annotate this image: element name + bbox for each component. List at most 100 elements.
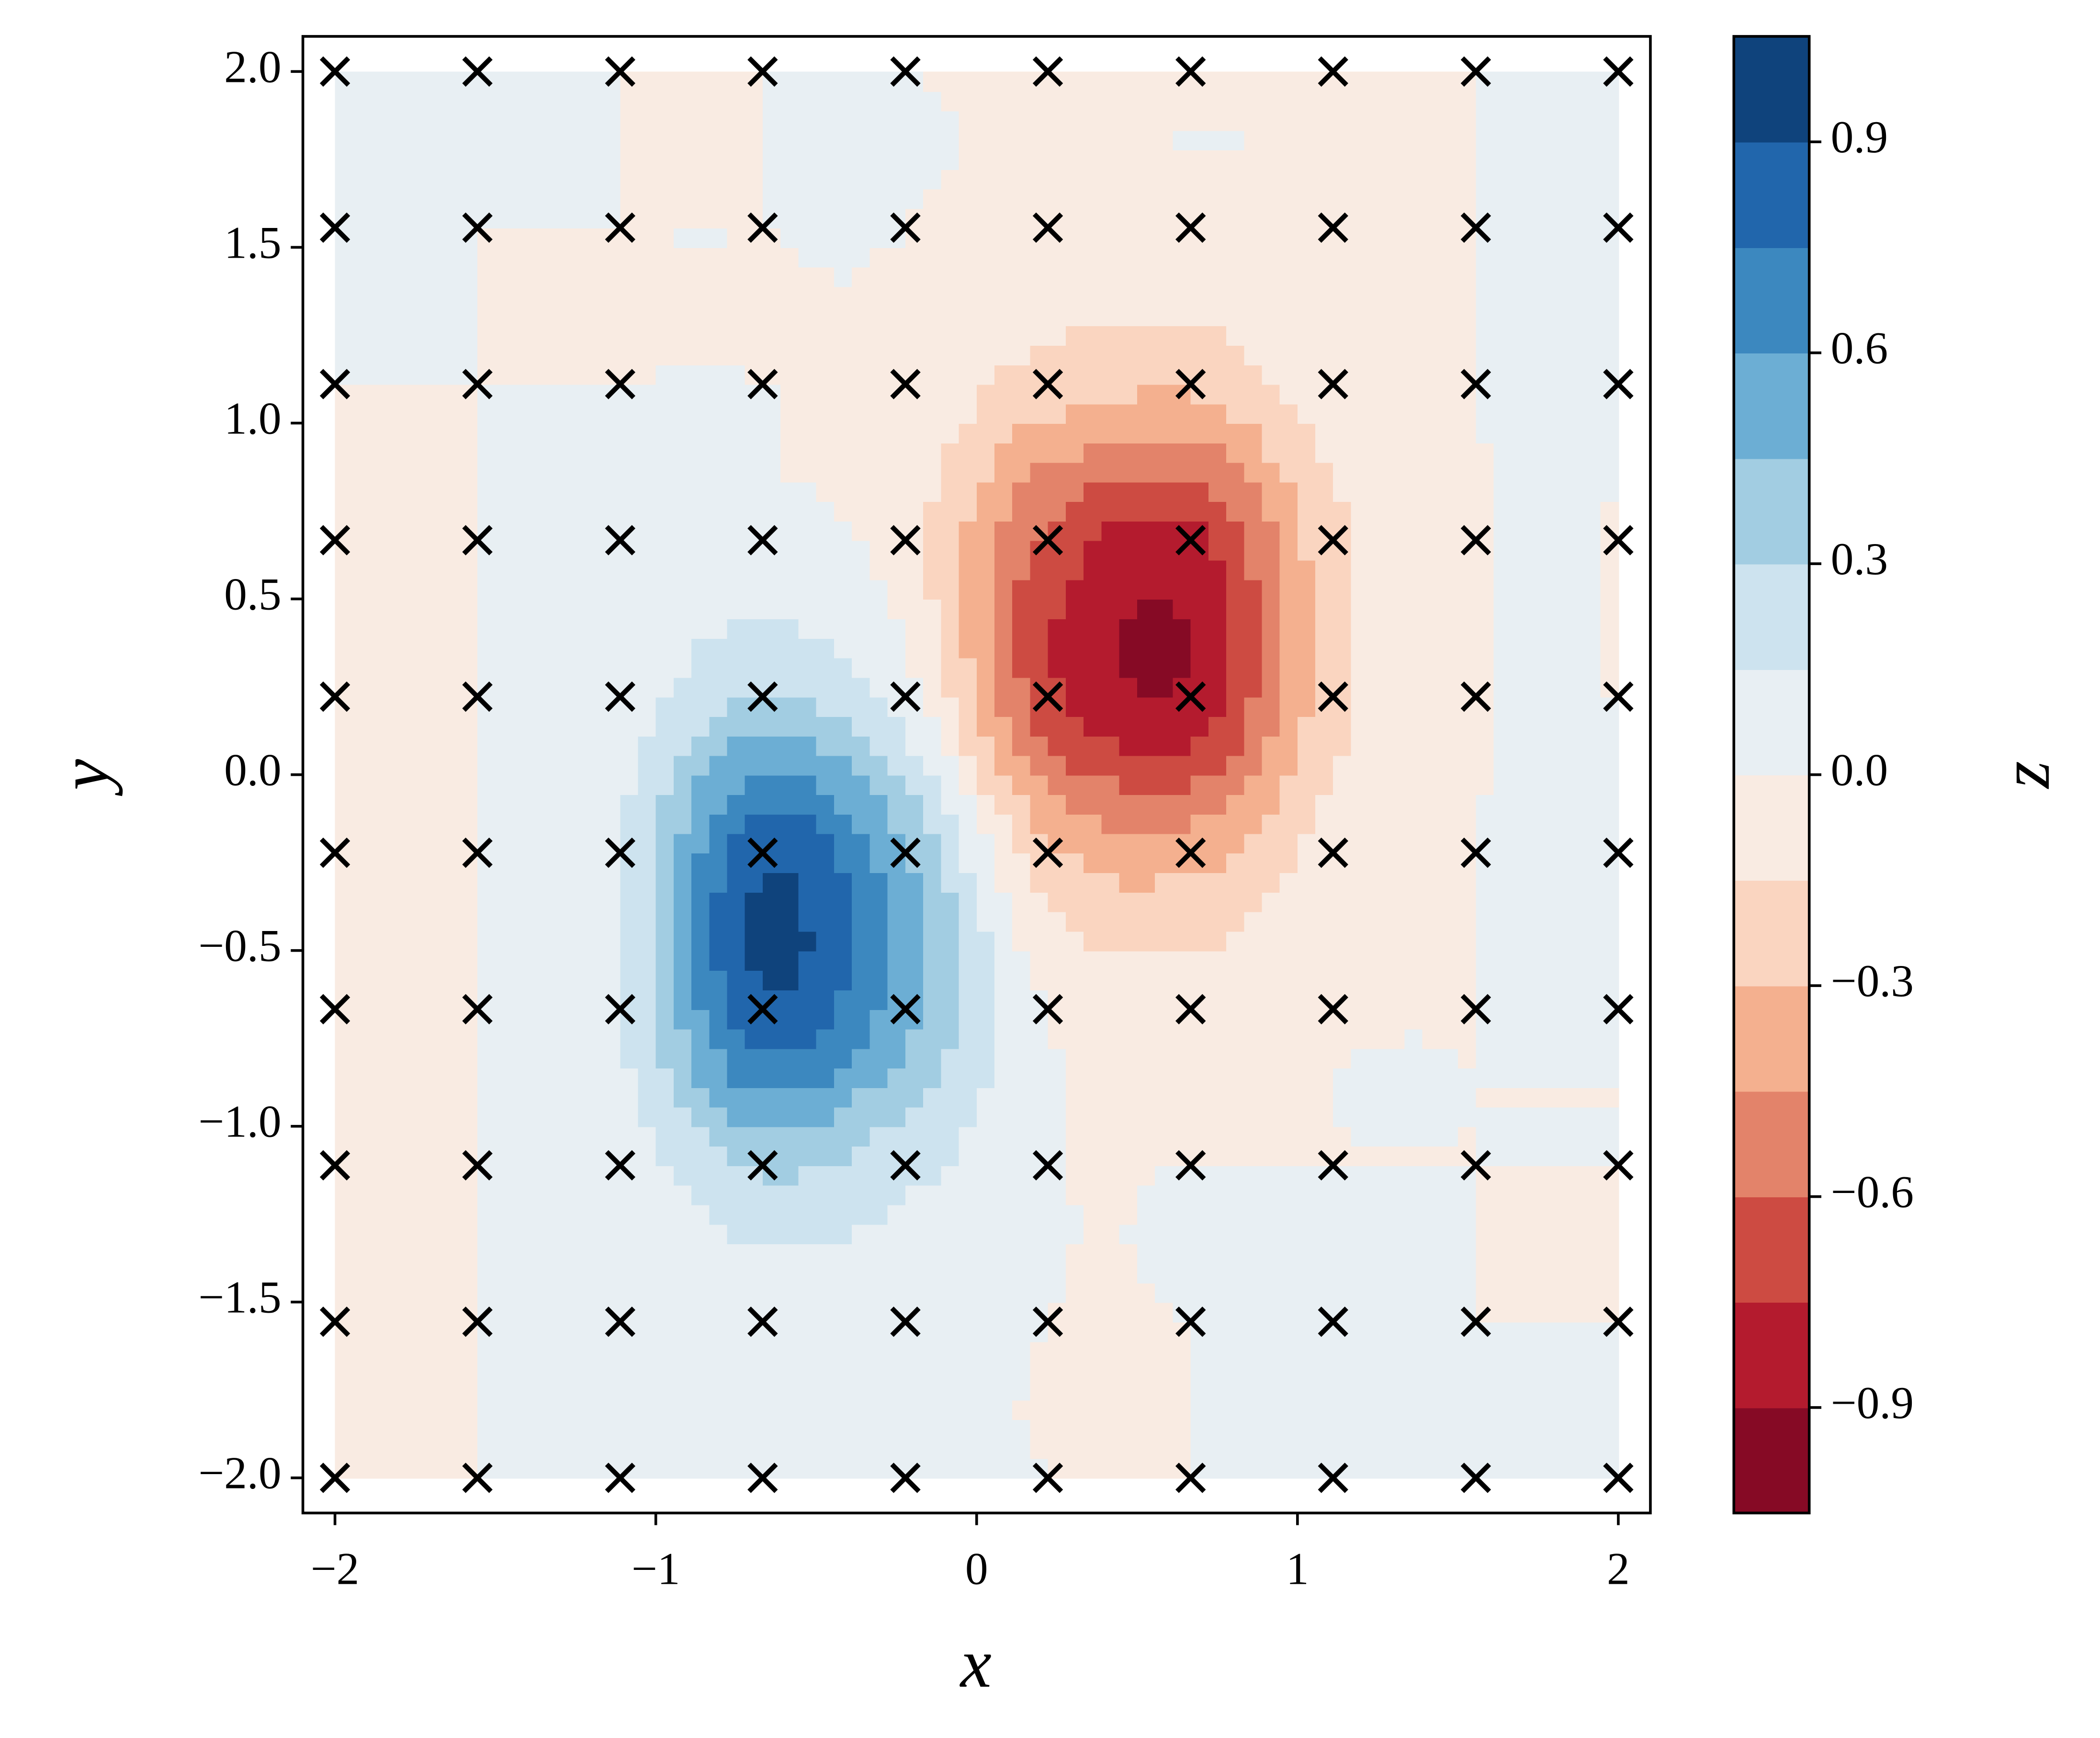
- contour-fill: [852, 149, 871, 170]
- contour-fill: [798, 794, 817, 815]
- contour-fill: [531, 91, 550, 112]
- contour-fill: [1351, 559, 1370, 580]
- contour-fill: [816, 188, 835, 209]
- contour-fill: [335, 1380, 354, 1401]
- contour-fill: [887, 736, 906, 756]
- contour-fill: [852, 1165, 871, 1186]
- contour-fill: [923, 1283, 942, 1303]
- contour-fill: [1422, 989, 1441, 1010]
- contour-fill: [941, 892, 960, 912]
- contour-fill: [584, 931, 603, 952]
- contour-fill: [798, 169, 817, 190]
- contour-fill: [1262, 989, 1281, 1010]
- contour-fill: [1511, 1146, 1530, 1166]
- contour-fill: [1387, 247, 1406, 268]
- contour-fill: [1600, 1439, 1619, 1459]
- contour-fill: [1529, 579, 1548, 600]
- contour-fill: [1173, 325, 1192, 346]
- contour-fill: [976, 911, 995, 932]
- contour-fill: [1565, 1165, 1584, 1186]
- contour-fill: [370, 1361, 389, 1381]
- contour-fill: [655, 1106, 675, 1127]
- contour-fill: [406, 852, 425, 874]
- contour-fill: [1262, 540, 1281, 561]
- contour-fill: [691, 657, 710, 678]
- contour-fill: [941, 91, 960, 112]
- contour-fill: [887, 559, 906, 580]
- contour-fill: [959, 911, 978, 932]
- contour-fill: [727, 169, 746, 190]
- contour-fill: [691, 1439, 710, 1459]
- contour-fill: [959, 501, 978, 522]
- contour-fill: [1458, 1126, 1477, 1147]
- contour-fill: [941, 872, 960, 893]
- contour-fill: [424, 1224, 443, 1245]
- contour-fill: [816, 599, 835, 619]
- contour-fill: [762, 266, 781, 287]
- contour-fill: [1244, 638, 1263, 659]
- contour-fill: [852, 345, 871, 365]
- contour-fill: [1279, 1361, 1298, 1381]
- contour-fill: [887, 1361, 906, 1381]
- contour-fill: [1351, 872, 1370, 893]
- contour-fill: [513, 1302, 532, 1323]
- contour-fill: [798, 696, 817, 717]
- contour-fill: [1012, 970, 1031, 991]
- contour-fill: [406, 1321, 425, 1342]
- contour-cell: [1476, 384, 1619, 541]
- contour-fill: [1065, 1399, 1084, 1420]
- contour-fill: [655, 1399, 675, 1420]
- contour-fill: [1547, 1283, 1566, 1303]
- contour-fill: [459, 1028, 478, 1049]
- contour-fill: [834, 208, 853, 228]
- contour-fill: [602, 443, 621, 463]
- contour-fill: [869, 227, 889, 248]
- contour-fill: [780, 814, 800, 834]
- contour-fill: [798, 1283, 817, 1303]
- contour-fill: [441, 677, 461, 698]
- contour-fill: [1315, 423, 1334, 443]
- contour-fill: [834, 833, 853, 854]
- contour-fill: [1511, 1087, 1530, 1108]
- contour-fill: [816, 462, 835, 483]
- contour-fill: [994, 696, 1013, 717]
- contour-fill: [549, 638, 568, 659]
- contour-fill: [745, 774, 764, 795]
- contour-fill: [1565, 911, 1584, 932]
- contour-fill: [905, 149, 924, 170]
- contour-fill: [1476, 716, 1495, 737]
- contour-fill: [762, 306, 781, 327]
- contour-fill: [976, 774, 995, 795]
- contour-fill: [388, 149, 407, 170]
- contour-fill: [513, 1146, 532, 1166]
- contour-fill: [531, 169, 550, 190]
- contour-fill: [1012, 345, 1031, 365]
- contour-fill: [1387, 1321, 1406, 1342]
- contour-fill: [1173, 579, 1192, 600]
- contour-fill: [1030, 814, 1049, 834]
- contour-fill: [709, 71, 728, 92]
- contour-fill: [1422, 1087, 1441, 1108]
- contour-fill: [1137, 1302, 1156, 1323]
- contour-fill: [477, 774, 497, 795]
- contour-fill: [1101, 227, 1120, 248]
- contour-fill: [1404, 1204, 1423, 1225]
- contour-fill: [1333, 1048, 1352, 1069]
- contour-fill: [673, 1126, 692, 1147]
- contour-fill: [531, 872, 550, 893]
- contour-fill: [691, 989, 710, 1010]
- contour-fill: [1065, 364, 1084, 385]
- contour-fill: [477, 169, 497, 190]
- contour-fill: [513, 501, 532, 522]
- contour-fill: [905, 638, 924, 659]
- contour-fill: [424, 1321, 443, 1342]
- contour-fill: [1119, 677, 1138, 698]
- contour-fill: [1137, 306, 1156, 327]
- contour-fill: [566, 814, 586, 834]
- contour-fill: [959, 657, 978, 678]
- contour-fill: [1404, 345, 1423, 365]
- contour-fill: [1190, 462, 1209, 483]
- contour-fill: [1582, 892, 1602, 912]
- contour-fill: [1208, 1419, 1227, 1440]
- contour-fill: [370, 208, 389, 228]
